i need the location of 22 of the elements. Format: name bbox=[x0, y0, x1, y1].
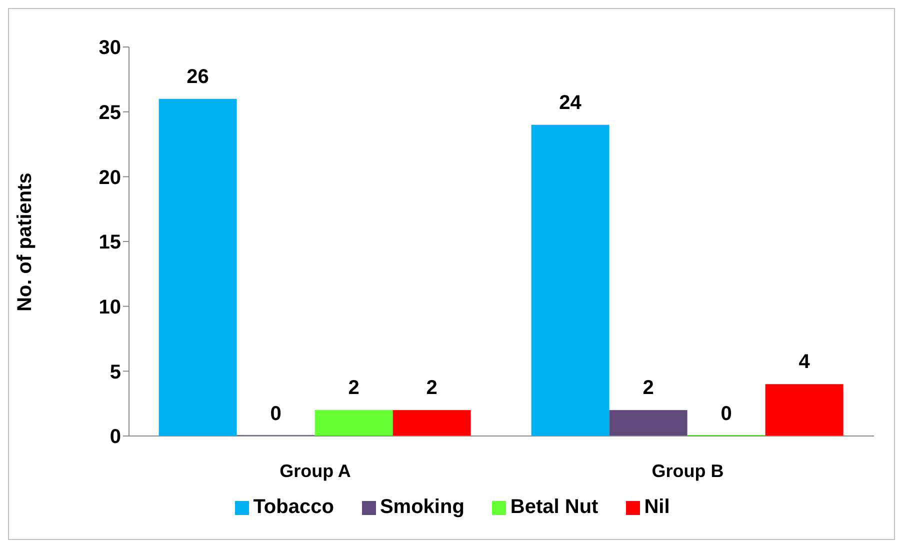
legend-label: Nil bbox=[644, 496, 670, 518]
data-label: 2 bbox=[426, 377, 438, 400]
data-label: 4 bbox=[798, 351, 811, 374]
y-tick-label: 5 bbox=[110, 361, 121, 384]
y-tick-label: 30 bbox=[98, 37, 121, 60]
data-label: 24 bbox=[559, 92, 582, 114]
y-tick-label: 25 bbox=[98, 102, 121, 124]
y-tick-label: 0 bbox=[110, 426, 121, 448]
legend-label: Betal Nut bbox=[510, 496, 598, 518]
data-label: 0 bbox=[270, 403, 282, 425]
y-axis-title: No. of patients bbox=[14, 172, 36, 312]
legend-label: Tobacco bbox=[253, 496, 334, 518]
y-tick-label: 10 bbox=[98, 296, 121, 318]
x-tick-label: Group A bbox=[280, 460, 351, 481]
data-label: 0 bbox=[720, 403, 732, 425]
y-tick-label: 20 bbox=[98, 166, 121, 189]
y-tick-label: 15 bbox=[98, 232, 121, 254]
legend-label: Smoking bbox=[380, 496, 464, 518]
data-label: 2 bbox=[642, 377, 654, 400]
data-label: 26 bbox=[186, 66, 209, 88]
x-tick-label: Group B bbox=[652, 460, 724, 481]
data-label: 2 bbox=[348, 377, 360, 400]
